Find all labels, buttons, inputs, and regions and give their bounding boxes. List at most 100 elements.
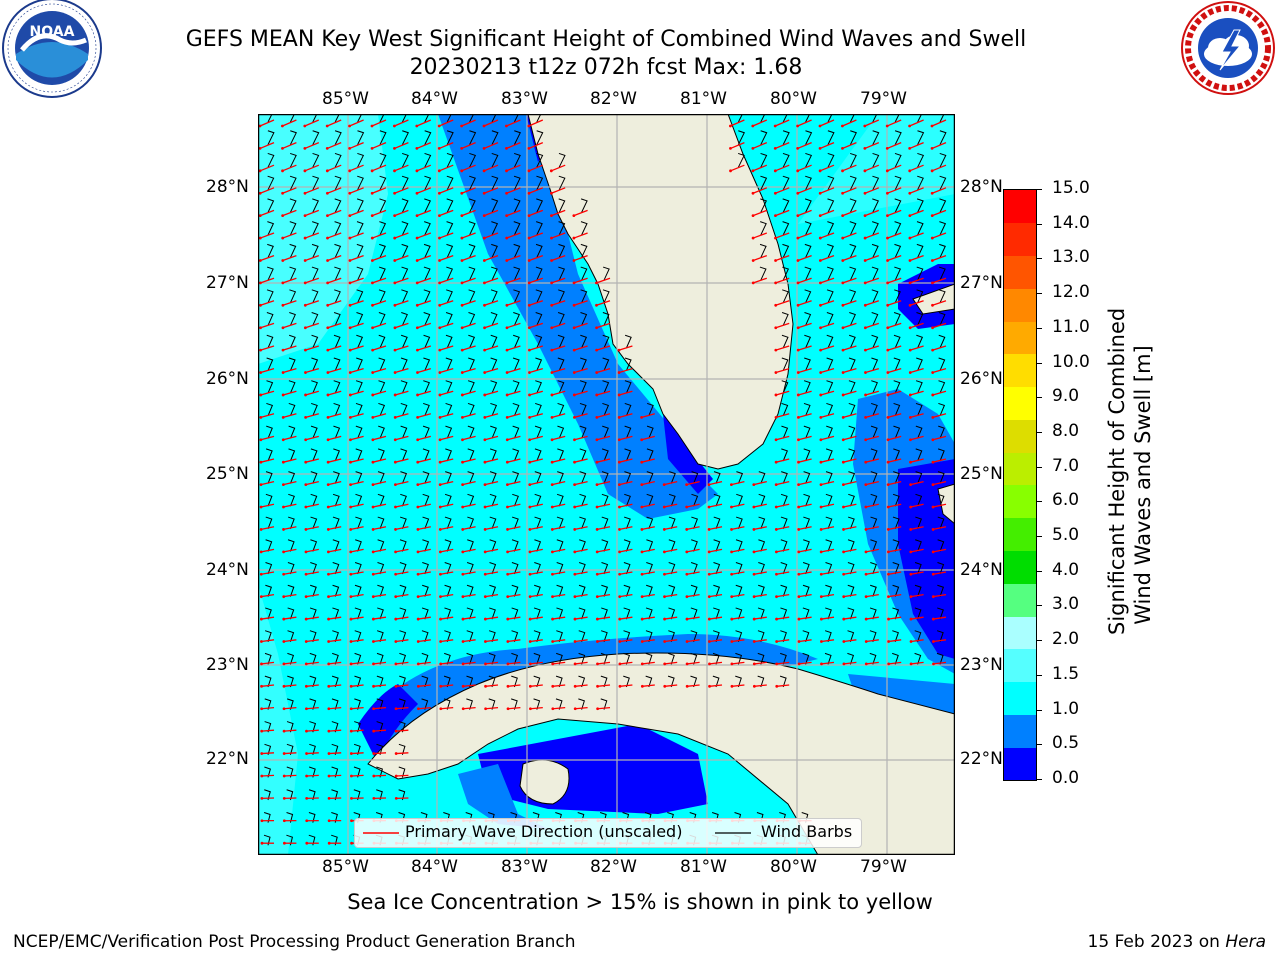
wave-arrow	[351, 775, 363, 776]
wave-arrow-head	[887, 394, 890, 397]
wave-arrow-head	[371, 304, 374, 307]
wave-arrow-head	[686, 685, 689, 688]
wave-arrow-head	[417, 595, 420, 598]
wave-arrow-head	[887, 663, 890, 666]
wave-arrow-head	[395, 797, 398, 800]
wave-arrow-head	[820, 663, 823, 666]
wave-arrow-head	[304, 326, 307, 329]
wave-arrow-head	[372, 595, 375, 598]
wave-arrow-head	[708, 595, 711, 598]
wave-arrow-head	[573, 304, 576, 307]
wave-arrow-head	[932, 640, 935, 643]
wave-arrow-head	[349, 394, 352, 397]
wave-arrow-head	[641, 573, 644, 576]
colorbar-tick-label: 6.0	[1052, 490, 1079, 510]
wave-arrow-head	[484, 618, 487, 621]
wave-arrow-head	[864, 483, 867, 486]
colorbar-tick-label: 1.5	[1052, 664, 1079, 684]
wave-arrow-head	[438, 326, 441, 329]
wave-arrow-head	[820, 461, 823, 464]
wave-arrow-head	[775, 483, 778, 486]
wave-arrow-head	[819, 192, 822, 195]
wave-arrow-head	[864, 349, 867, 352]
wave-arrow-head	[932, 461, 935, 464]
wave-arrow-head	[283, 663, 286, 666]
wave-arrow-head	[327, 550, 330, 553]
wave-arrow-head	[774, 281, 777, 284]
wave-arrow-head	[259, 259, 262, 262]
wave-arrow-head	[886, 259, 889, 262]
wave-arrow-head	[349, 326, 352, 329]
wave-arrow-head	[371, 394, 374, 397]
wave-arrow-head	[775, 573, 778, 576]
colorbar-tick-mark	[1036, 744, 1042, 745]
wave-arrow-head	[417, 663, 420, 666]
wave-arrow-head	[931, 192, 934, 195]
wave-arrow-head	[349, 371, 352, 374]
wave-arrow-head	[350, 819, 353, 822]
wave-arrow-head	[439, 416, 442, 419]
wave-arrow-head	[304, 349, 307, 352]
wave-arrow-head	[708, 640, 711, 643]
colorbar-tick-label: 3.0	[1052, 594, 1079, 614]
wave-arrow-head	[416, 483, 419, 486]
wave-arrow-head	[483, 394, 486, 397]
wave-arrow-head	[887, 618, 890, 621]
wave-arrow-head	[529, 663, 532, 666]
wave-height-map	[258, 114, 955, 855]
wave-arrow-head	[259, 304, 262, 307]
wave-arrow-head	[798, 640, 801, 643]
wave-arrow-head	[641, 595, 644, 598]
wave-arrow-head	[842, 371, 845, 374]
wave-arrow-head	[910, 640, 913, 643]
colorbar-tick-label: 7.0	[1052, 456, 1079, 476]
wave-arrow-head	[260, 595, 263, 598]
wave-arrow-head	[416, 461, 419, 464]
wave-arrow-head	[551, 483, 554, 486]
wave-arrow-head	[327, 394, 330, 397]
wave-arrow-head	[573, 259, 576, 262]
lon-label-bottom: 79°W	[860, 857, 907, 877]
lat-label-right: 26°N	[960, 369, 1003, 389]
wave-arrow-head	[259, 416, 262, 419]
wave-arrow-head	[371, 259, 374, 262]
wave-arrow-head	[887, 483, 890, 486]
wave-arrow-head	[305, 550, 308, 553]
wave-arrow-head	[326, 192, 329, 195]
wave-arrow-head	[774, 237, 777, 240]
wave-arrow-head	[551, 573, 554, 576]
footer-credit: NCEP/EMC/Verification Post Processing Pr…	[13, 932, 576, 952]
colorbar-label-line1: Significant Height of Combined	[1104, 335, 1130, 635]
wave-arrow-head	[417, 550, 420, 553]
wave-arrow-head	[327, 573, 330, 576]
wave-arrow-head	[529, 640, 532, 643]
wave-arrow-head	[596, 506, 599, 509]
wave-arrow-head	[438, 237, 441, 240]
wave-arrow-head	[261, 842, 264, 845]
wave-arrow-head	[797, 573, 800, 576]
wave-arrow-head	[641, 663, 644, 666]
footer-date-text: 15 Feb 2023 on	[1088, 932, 1226, 952]
wave-arrow-head	[574, 707, 577, 710]
wave-arrow-head	[864, 326, 867, 329]
wave-arrow-head	[350, 595, 353, 598]
wave-arrow-head	[505, 147, 508, 150]
wave-arrow-head	[282, 349, 285, 352]
wave-arrow-head	[394, 483, 397, 486]
wave-arrow-head	[305, 685, 308, 688]
wave-arrow-head	[260, 797, 263, 800]
wave-arrow-head	[842, 326, 845, 329]
wave-arrow-head	[596, 461, 599, 464]
wave-arrow-head	[393, 147, 396, 150]
wave-arrow-head	[484, 506, 487, 509]
wave-arrow-head	[596, 550, 599, 553]
wave-arrow-head	[932, 506, 935, 509]
wave-arrow-head	[774, 259, 777, 262]
lat-label-right: 23°N	[960, 655, 1003, 675]
wave-arrow-head	[439, 640, 442, 643]
wave-arrow-head	[259, 371, 262, 374]
lon-label-bottom: 81°W	[680, 857, 727, 877]
wave-arrow-head	[841, 214, 844, 217]
wave-arrow-head	[394, 326, 397, 329]
wave-arrow-head	[394, 394, 397, 397]
